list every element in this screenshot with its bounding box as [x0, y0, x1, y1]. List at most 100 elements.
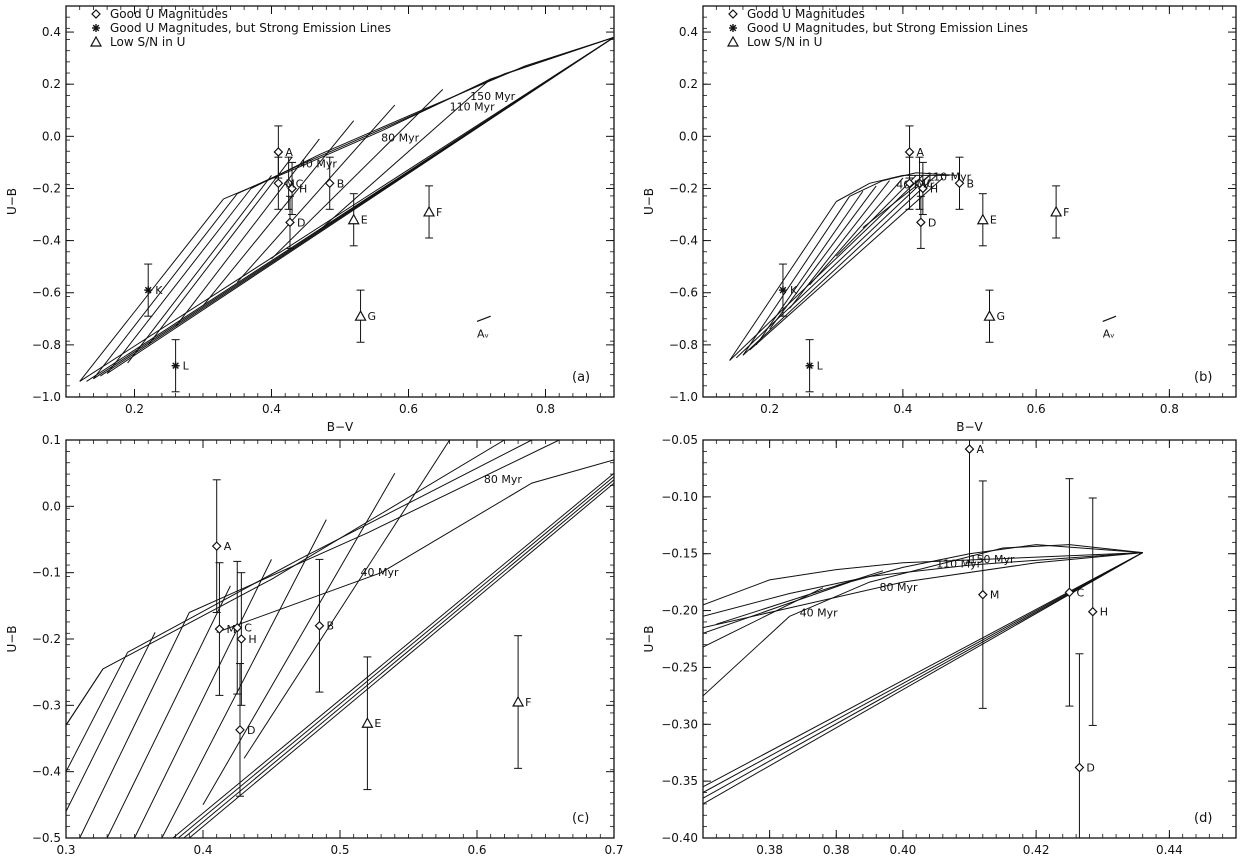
point-label: L — [183, 360, 190, 373]
triangle-marker — [976, 213, 989, 225]
point-label: B — [967, 177, 975, 190]
age-label: 40 Myr — [361, 566, 399, 579]
model-isochrone — [127, 175, 272, 364]
model-track-upper — [223, 36, 614, 200]
point-label: B — [326, 620, 334, 633]
chart-panel-c: 0.3 0.4 0.5 0.6 0.7 −0.5 −0.4 −0.3 −0.2 −0.1 0.0 0.… — [5, 433, 624, 862]
model-grid — [703, 544, 1143, 805]
model-isochrone — [134, 559, 272, 838]
x-tick-label: 0.38 — [756, 843, 783, 857]
y-tick-label: −0.8 — [669, 338, 698, 352]
star-marker — [778, 286, 787, 295]
chart-panel-a: 0.2 0.4 0.6 0.8 −1.0 −0.8 −0.6 −0.4 −0.2 0.0 0.2 0.… — [5, 5, 615, 434]
y-tick-label: 0.0 — [42, 129, 61, 143]
model-track-lower — [735, 175, 930, 359]
star-marker — [805, 361, 814, 370]
diamond-marker — [728, 9, 738, 19]
model-track-lower — [79, 36, 614, 382]
extinction-vector-label: Aᵥ — [477, 327, 489, 340]
point-label: C — [296, 177, 304, 190]
plot-frame — [65, 439, 615, 839]
diamond-marker — [1087, 606, 1098, 617]
x-tick-label: 0.4 — [193, 843, 212, 857]
extinction-vector — [476, 315, 491, 322]
data-point-g: G — [983, 289, 1005, 343]
y-tick-label: −1.0 — [669, 390, 698, 404]
x-tick-label: 0.3 — [56, 843, 75, 857]
data-point-c: C — [1064, 478, 1084, 707]
data-point-g: G — [354, 289, 376, 343]
y-tick-label: −0.20 — [661, 604, 698, 618]
star-marker — [144, 286, 153, 295]
point-label: M — [917, 177, 927, 190]
data-point-a: A — [904, 125, 925, 179]
model-track-lower — [177, 476, 614, 838]
data-point-f: F — [1050, 185, 1069, 239]
data-point-h: H — [918, 161, 938, 216]
x-tick-label: 0.44 — [1156, 843, 1183, 857]
model-isochrone — [319, 78, 492, 231]
triangle-marker — [1050, 205, 1063, 217]
y-tick-label: −0.40 — [661, 831, 698, 845]
model-isochrone — [789, 180, 890, 309]
point-label: H — [930, 182, 938, 195]
chart-panel-b: 0.2 0.4 0.6 0.8 −1.0 −0.8 −0.6 −0.4 −0.2 0.0 0.2 0.… — [642, 5, 1237, 434]
y-tick-label: −0.2 — [32, 632, 61, 646]
y-axis-label: U−B — [642, 625, 656, 652]
diamond-marker — [273, 147, 284, 157]
y-tick-label: −0.25 — [661, 660, 698, 674]
diamond-marker — [287, 183, 297, 194]
model-track-lower — [106, 36, 614, 374]
data-point-h: H — [236, 572, 257, 706]
point-label: A — [977, 443, 985, 456]
x-tick-label: 0.6 — [1027, 402, 1046, 416]
diamond-marker — [324, 178, 335, 189]
diamond-marker — [904, 147, 915, 157]
point-label: D — [247, 724, 255, 737]
model-isochrone — [835, 175, 917, 257]
point-label: A — [917, 146, 925, 159]
point-label: A — [224, 540, 232, 553]
age-label: 150 Myr — [470, 90, 515, 103]
triangle-marker — [983, 309, 996, 321]
data-point-a: A — [964, 440, 985, 564]
legend-entry: Good U Magnitudes — [747, 7, 865, 21]
data-point-d: D — [285, 195, 305, 249]
model-track-lower — [188, 482, 614, 838]
triangle-marker — [361, 717, 374, 728]
diamond-marker — [211, 541, 222, 551]
x-tick-label: 0.2 — [125, 402, 144, 416]
y-tick-label: −0.4 — [32, 765, 61, 779]
model-isochrone — [703, 581, 850, 634]
model-track-upper — [66, 440, 505, 726]
data-point-m: M — [214, 562, 236, 696]
point-label: D — [928, 216, 936, 229]
point-label: M — [285, 177, 295, 190]
model-isochrone — [66, 652, 129, 772]
model-track-upper — [236, 36, 614, 195]
diamond-marker — [918, 183, 928, 194]
age-label: 80 Myr — [484, 473, 522, 486]
legend-entry: Low S/N in U — [110, 35, 185, 49]
data-point-f: F — [512, 635, 531, 769]
model-grid — [66, 440, 614, 838]
y-tick-label: −0.1 — [32, 566, 61, 580]
triangle-marker — [354, 309, 367, 321]
model-isochrone — [106, 188, 252, 374]
point-label: B — [337, 177, 345, 190]
point-label: E — [361, 214, 368, 227]
y-tick-label: −0.6 — [669, 286, 698, 300]
extinction-vector — [1102, 315, 1117, 322]
age-label: 80 Myr — [880, 581, 918, 594]
x-tick-label: 0.6 — [467, 843, 486, 857]
x-tick-label: 0.2 — [760, 402, 779, 416]
model-isochrone — [769, 185, 877, 330]
model-isochrone — [202, 120, 355, 307]
y-tick-label: −1.0 — [32, 390, 61, 404]
diamond-marker — [214, 624, 225, 634]
data-point-k: K — [778, 263, 798, 317]
data-point-b: B — [954, 156, 975, 210]
